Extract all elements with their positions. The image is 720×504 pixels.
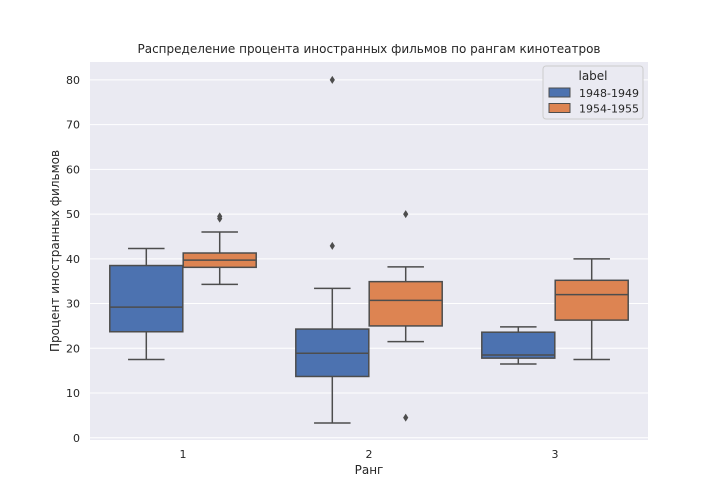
y-tick-label: 50	[66, 208, 80, 221]
legend-swatch	[548, 103, 571, 113]
y-tick-label: 80	[66, 74, 80, 87]
legend-swatch	[548, 87, 571, 98]
x-tick-label: 2	[366, 448, 373, 461]
outlier-point	[329, 75, 335, 84]
chart-title: Распределение процента иностранных фильм…	[137, 42, 600, 56]
legend: label 1948-1949 1954-1955	[542, 65, 644, 120]
box-series	[109, 75, 629, 424]
y-tick-label: 20	[66, 342, 80, 355]
box-2-3	[554, 258, 629, 361]
box-1-1	[109, 247, 184, 361]
y-tick-label: 40	[66, 253, 80, 266]
x-axis-label: Ранг	[355, 463, 384, 477]
outlier-point	[217, 212, 223, 221]
y-tick-label: 30	[66, 298, 80, 311]
outlier-point	[329, 241, 335, 250]
box-2-1	[182, 212, 257, 286]
outlier-point	[403, 413, 409, 422]
box-1-2	[295, 75, 370, 424]
box-iqr	[109, 264, 184, 333]
box-1-3	[481, 326, 556, 365]
legend-entry: 1948-1949	[579, 87, 639, 100]
box-iqr	[481, 331, 556, 359]
y-tick-label: 10	[66, 387, 80, 400]
y-tick-labels: 0 10 20 30 40 50 60 70 80	[66, 74, 80, 445]
box-iqr	[368, 280, 443, 327]
box-2-2	[368, 210, 443, 422]
y-tick-label: 60	[66, 163, 80, 176]
y-tick-label: 70	[66, 119, 80, 132]
y-tick-label: 0	[73, 432, 80, 445]
outlier-point	[403, 210, 409, 219]
x-tick-label: 3	[552, 448, 559, 461]
legend-entry: 1954-1955	[579, 103, 639, 116]
box-iqr	[554, 279, 629, 321]
x-tick-labels: 1 2 3	[180, 448, 559, 461]
legend-title: label	[578, 69, 607, 83]
x-tick-label: 1	[180, 448, 187, 461]
y-axis-label: Процент иностранных фильмов	[48, 150, 62, 352]
